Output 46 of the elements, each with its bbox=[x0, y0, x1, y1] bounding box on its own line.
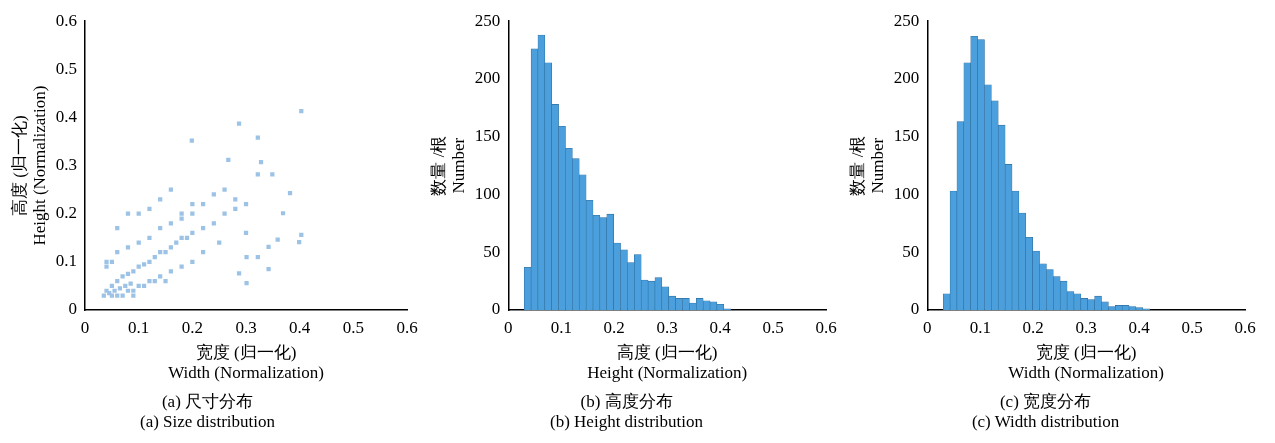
x-axis-title: 宽度 (归一化) Width (Normalization) bbox=[1008, 343, 1164, 383]
y-tick-label: 200 bbox=[474, 68, 501, 88]
y-tick-label: 150 bbox=[893, 126, 920, 146]
x-tick-label: 0.3 bbox=[656, 317, 678, 337]
y-tick-label: 100 bbox=[474, 183, 501, 203]
x-tick-label: 0.5 bbox=[342, 317, 364, 337]
y-tick-label: 0.2 bbox=[55, 203, 78, 223]
x-tick-label: 0.6 bbox=[396, 317, 418, 337]
y-tick-label: 200 bbox=[893, 68, 920, 88]
y-axis-title: 数量 /根 Number bbox=[847, 135, 888, 196]
y-axis-title: 数量 /根 Number bbox=[428, 135, 469, 196]
x-tick-label: 0.2 bbox=[1022, 317, 1044, 337]
x-tick-label: 0.4 bbox=[1128, 317, 1151, 337]
y-axis-title: 高度 (归一化) Height (Normalization) bbox=[9, 85, 50, 246]
text: (b) 高度分布 (b) Height distribution bbox=[550, 391, 704, 432]
y-tick-label: 100 bbox=[893, 183, 920, 203]
y-tick-label: 0 bbox=[910, 299, 920, 319]
x-tick-label: 0.5 bbox=[762, 317, 784, 337]
x-tick-label: 0.1 bbox=[128, 317, 150, 337]
text: (a) 尺寸分布 (a) Size distribution bbox=[139, 391, 276, 432]
y-tick-label: 250 bbox=[474, 10, 501, 30]
x-tick-label: 0.3 bbox=[235, 317, 257, 337]
y-tick-label: 0 bbox=[68, 299, 78, 319]
y-tick-label: 0.6 bbox=[55, 10, 78, 30]
x-tick-label: 0.6 bbox=[815, 317, 837, 337]
y-tick-label: 0.4 bbox=[55, 106, 78, 126]
x-tick-label: 0.2 bbox=[603, 317, 625, 337]
y-tick-label: 50 bbox=[483, 241, 501, 261]
x-tick-label: 0.1 bbox=[969, 317, 991, 337]
y-tick-label: 50 bbox=[902, 241, 920, 261]
x-tick-label: 0.1 bbox=[550, 317, 572, 337]
y-tick-label: 250 bbox=[893, 10, 920, 30]
y-tick-label: 150 bbox=[474, 126, 501, 146]
y-tick-label: 0.1 bbox=[55, 251, 78, 271]
x-axis-title: 高度 (归一化) Height (Normalization) bbox=[587, 343, 748, 383]
x-axis-title: 宽度 (归一化) Width (Normalization) bbox=[168, 343, 324, 383]
y-tick-label: 0 bbox=[491, 299, 501, 319]
x-tick-label: 0.4 bbox=[289, 317, 311, 337]
x-tick-label: 0.5 bbox=[1181, 317, 1203, 337]
y-tick-label: 0.5 bbox=[55, 58, 78, 78]
y-tick-label: 0.3 bbox=[55, 155, 78, 175]
x-tick-label: 0.4 bbox=[709, 317, 732, 337]
x-tick-label: 0.6 bbox=[1234, 317, 1256, 337]
x-tick-label: 0.3 bbox=[1075, 317, 1097, 337]
text: (c) 宽度分布 (c) Width distribution bbox=[971, 391, 1120, 432]
x-tick-label: 0.2 bbox=[181, 317, 203, 337]
